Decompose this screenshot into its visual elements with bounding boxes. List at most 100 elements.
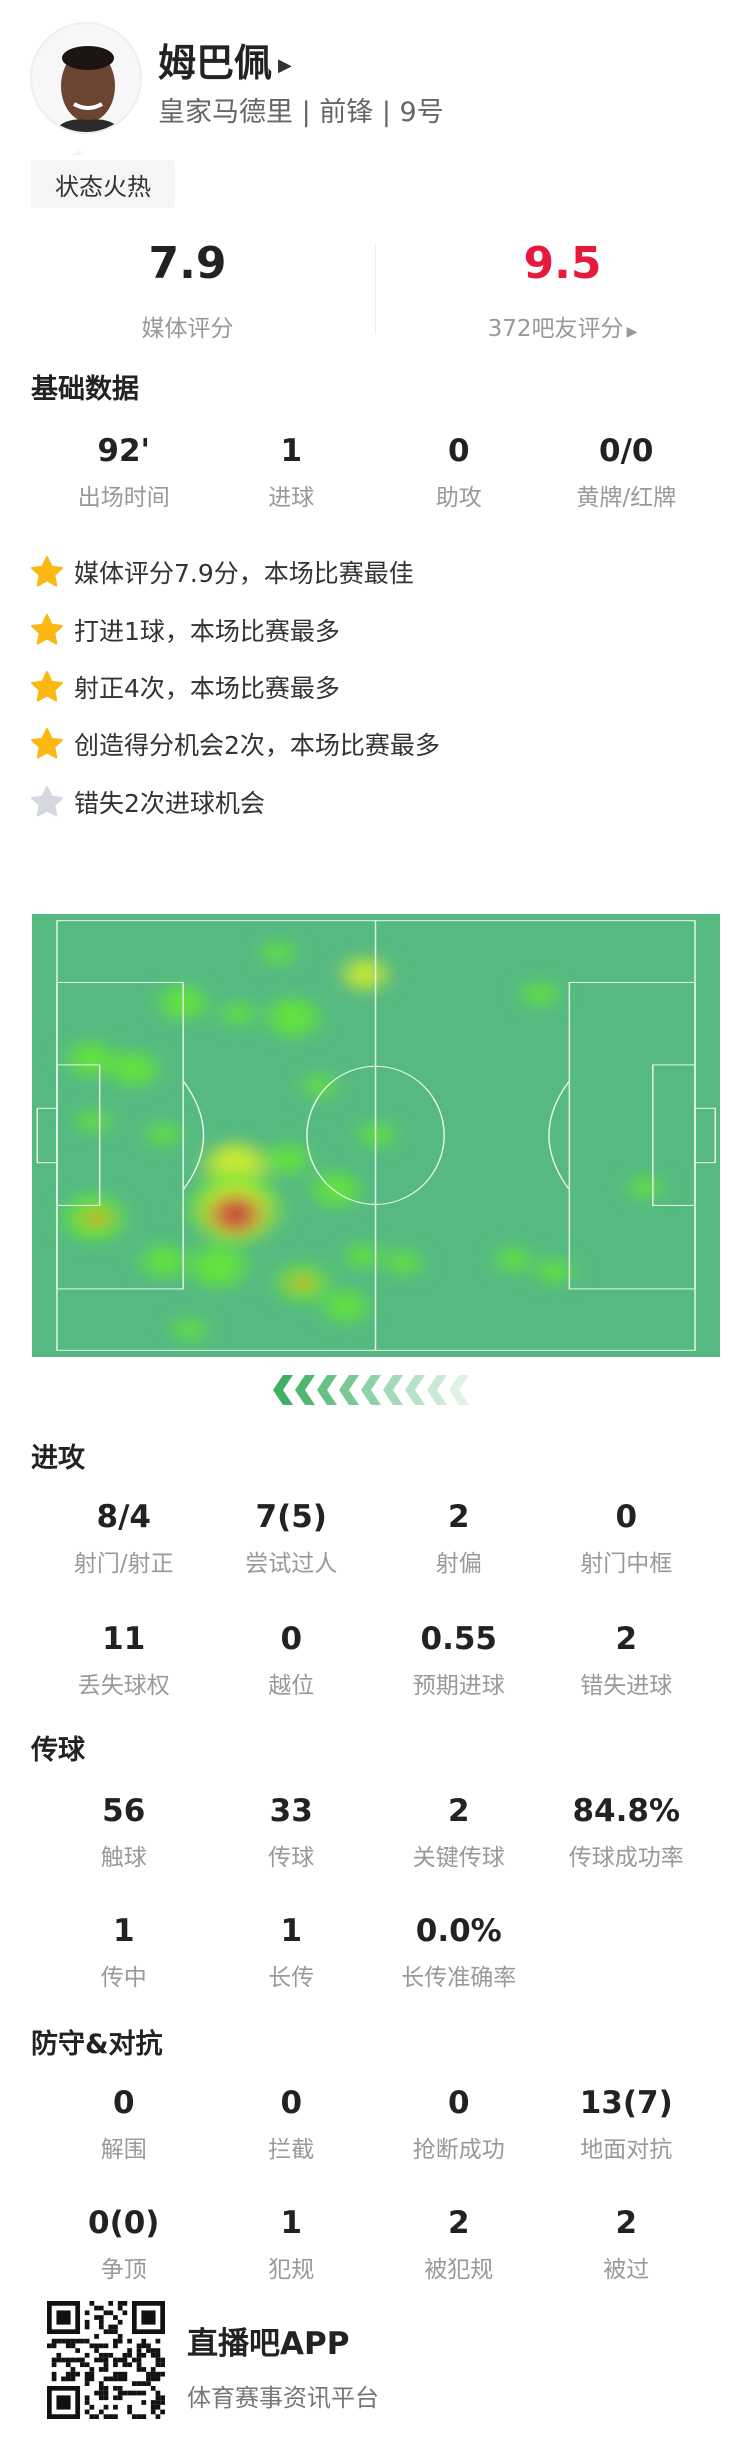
- stat-passing: 84.8% 传球成功率: [543, 1792, 711, 1872]
- stat-label: 出场时间: [77, 485, 170, 511]
- stat-label: 被过: [603, 2257, 650, 2283]
- stat-label: 尝试过人: [245, 1551, 338, 1577]
- stat-label: 预期进球: [412, 1673, 505, 1699]
- stat-value: 1: [112, 1913, 135, 1949]
- stat-value: 11: [102, 1621, 146, 1657]
- stat-passing: 1 传中: [40, 1912, 208, 1992]
- stat-value: 0.0%: [415, 1913, 502, 1949]
- stat-value: 2: [447, 1793, 470, 1829]
- stat-label: 错失进球: [580, 1673, 673, 1699]
- stat-value: 0: [280, 1621, 303, 1657]
- stat-label: 越位: [268, 1673, 315, 1699]
- stat-passing: 33 传球: [208, 1792, 376, 1872]
- heat-blob: [292, 1275, 313, 1291]
- stat-value: 1: [280, 1913, 303, 1949]
- media-label: 媒体评分: [141, 316, 234, 342]
- app-name: 直播吧APP: [187, 2326, 350, 2362]
- stat-value: 2: [447, 1499, 470, 1535]
- heat-blob: [344, 957, 386, 991]
- highlight-item: 错失2次进球机会: [30, 784, 265, 820]
- highlight-item: 打进1球，本场比赛最多: [30, 612, 340, 648]
- stat-label: 争顶: [100, 2257, 147, 2283]
- stat-value: 2: [615, 1621, 638, 1657]
- stat-value: 13(7): [579, 2085, 673, 2121]
- stat-label: 传球: [268, 1845, 315, 1871]
- arrow-right-icon: ▶: [626, 324, 638, 340]
- stat-label: 地面对抗: [580, 2137, 673, 2163]
- stat-basic: 92' 出场时间: [40, 432, 208, 512]
- fan-score: 9.5: [523, 238, 602, 289]
- stat-label: 抢断成功: [412, 2137, 505, 2163]
- heat-blob: [264, 940, 293, 964]
- position: 前锋: [319, 97, 374, 128]
- stat-label: 射偏: [435, 1551, 482, 1577]
- stat-passing: 56 触球: [40, 1792, 208, 1872]
- heat-blob: [79, 1109, 109, 1133]
- heat-blob: [269, 1144, 308, 1175]
- stat-defense: 13(7) 地面对抗: [543, 2084, 711, 2164]
- player-photo: [52, 46, 124, 132]
- player-avatar[interactable]: [30, 22, 142, 134]
- chevron-left-icon: [427, 1375, 447, 1405]
- stat-attack: 0 射门中框: [543, 1498, 711, 1578]
- divider: [375, 244, 376, 334]
- star-icon: [31, 614, 63, 645]
- stat-label: 拦截: [268, 2137, 315, 2163]
- heat-blob: [347, 1243, 378, 1269]
- chevron-left-icon: [273, 1375, 293, 1405]
- player-info: 皇家马德里 | 前锋 | 9号: [158, 97, 444, 128]
- section-title-basic: 基础数据: [31, 374, 139, 405]
- stat-value: 56: [102, 1793, 146, 1829]
- chevron-left-icon: [295, 1375, 315, 1405]
- stat-value: 0: [280, 2085, 303, 2121]
- stat-label: 射门/射正: [73, 1551, 174, 1577]
- stat-label: 触球: [100, 1845, 147, 1871]
- chevron-left-icon: [339, 1375, 359, 1405]
- fan-rating[interactable]: 9.5 372吧友评分 ▶: [375, 238, 750, 343]
- pitch-lines: [36, 920, 716, 1351]
- section-title-attack: 进攻: [31, 1443, 85, 1474]
- stat-label: 长传准确率: [401, 1965, 517, 1991]
- heat-blob: [211, 1195, 260, 1234]
- fan-label: 372吧友评分: [487, 316, 624, 342]
- stat-value: 0: [447, 433, 470, 469]
- attack-direction-arrows: [273, 1375, 471, 1405]
- stat-passing: 1 长传: [208, 1912, 376, 1992]
- stat-value: 0: [447, 2085, 470, 2121]
- heat-blob: [223, 1002, 253, 1026]
- stat-basic: 0 助攻: [375, 432, 543, 512]
- player-name-link[interactable]: 姆巴佩 ▶: [158, 32, 292, 87]
- stat-value: 33: [269, 1793, 313, 1829]
- highlight-text: 媒体评分7.9分，本场比赛最佳: [74, 559, 414, 588]
- section-title-passing: 传球: [31, 1735, 85, 1766]
- star-icon: [31, 728, 63, 759]
- highlight-text: 创造得分机会2次，本场比赛最多: [74, 731, 440, 760]
- heat-blob: [85, 1210, 107, 1227]
- chevron-left-icon: [361, 1375, 381, 1405]
- heat-blob: [149, 1122, 178, 1146]
- heat-blob: [304, 1074, 334, 1098]
- chevron-left-icon: [449, 1375, 469, 1405]
- stat-defense: 0 抢断成功: [375, 2084, 543, 2164]
- stat-passing: 0.0% 长传准确率: [375, 1912, 543, 1992]
- stat-attack: 11 丢失球权: [40, 1620, 208, 1700]
- heat-blob: [524, 981, 556, 1007]
- chevron-left-icon: [383, 1375, 403, 1405]
- stat-label: 进球: [268, 485, 315, 511]
- heat-blob: [361, 1122, 393, 1147]
- heat-blob: [143, 1245, 184, 1278]
- stat-label: 被犯规: [424, 2257, 494, 2283]
- stat-label: 射门中框: [580, 1551, 673, 1577]
- stat-label: 丢失球权: [77, 1673, 170, 1699]
- stat-value: 0(0): [88, 2205, 160, 2241]
- stat-value: 92': [97, 433, 151, 469]
- star-icon: [31, 671, 63, 702]
- stat-defense: 0 拦截: [208, 2084, 376, 2164]
- stat-value: 7(5): [255, 1499, 327, 1535]
- stat-label: 黄牌/红牌: [576, 485, 677, 511]
- media-score: 7.9: [148, 238, 227, 289]
- heat-blob: [539, 1258, 570, 1284]
- stat-attack: 2 射偏: [375, 1498, 543, 1578]
- highlight-item: 创造得分机会2次，本场比赛最多: [30, 726, 440, 762]
- stat-passing: 2 关键传球: [375, 1792, 543, 1872]
